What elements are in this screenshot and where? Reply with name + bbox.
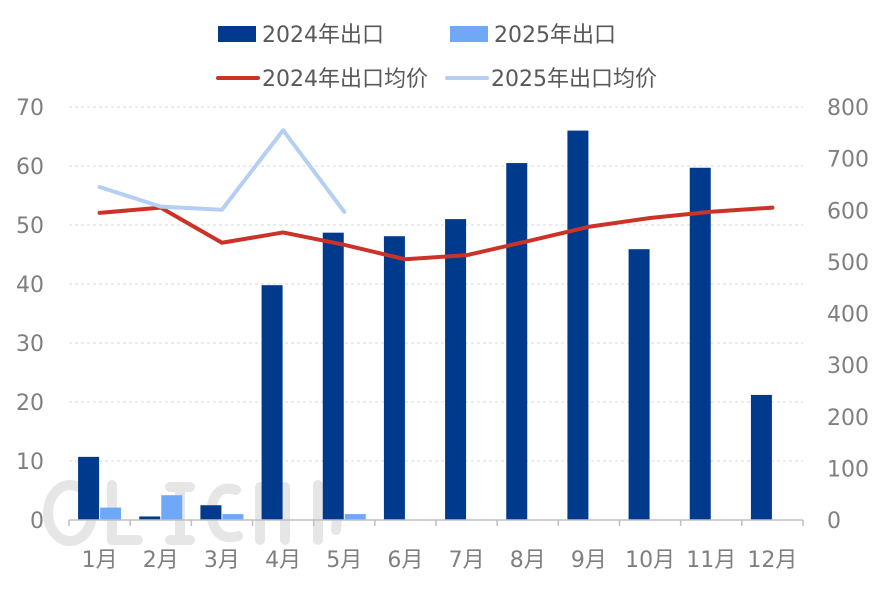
y-left-tick-label: 30	[16, 332, 44, 357]
legend-label: 2024年出口均价	[262, 67, 428, 92]
legend-label: 2025年出口	[494, 23, 616, 48]
y-left-tick-label: 50	[16, 214, 44, 239]
legend-swatch	[218, 26, 256, 42]
y-right-tick-label: 200	[827, 406, 869, 431]
bar-2025	[344, 514, 366, 520]
y-left-tick-label: 70	[16, 96, 44, 121]
x-tick-label: 1月	[82, 548, 118, 573]
x-tick-label: 8月	[510, 548, 546, 573]
line-2025-avg-price	[97, 128, 347, 214]
y-right-tick-label: 600	[827, 199, 869, 224]
axes: 0102030405060700100200300400500600700800…	[16, 96, 869, 573]
legend-label: 2024年出口	[262, 23, 384, 48]
bar-2024	[322, 232, 344, 521]
x-tick-label: 2月	[143, 548, 179, 573]
bar-2024	[689, 167, 711, 520]
legend: 2024年出口 2025年出口 2024年出口均价 2025年出口均价	[216, 23, 657, 92]
legend-swatch	[450, 26, 488, 42]
bar-2024	[750, 394, 772, 520]
bar-2024	[261, 285, 283, 520]
x-tick-label: 10月	[625, 548, 675, 573]
x-tick-label: 7月	[449, 548, 485, 573]
y-right-tick-label: 800	[827, 96, 869, 121]
x-tick-label: 12月	[747, 548, 797, 573]
y-right-tick-label: 400	[827, 303, 869, 328]
x-tick-label: 3月	[204, 548, 240, 573]
y-right-tick-label: 0	[827, 509, 841, 534]
y-right-tick-label: 500	[827, 251, 869, 276]
y-right-tick-label: 700	[827, 148, 869, 173]
bar-2024	[383, 236, 405, 520]
bar-2024	[506, 163, 528, 521]
bar-2024	[628, 249, 650, 520]
y-left-tick-label: 60	[16, 155, 44, 180]
y-left-tick-label: 0	[30, 509, 44, 534]
line-2024-avg-price	[97, 205, 775, 262]
bar-2024	[78, 456, 100, 520]
bar-2025	[161, 495, 183, 520]
gridlines	[69, 106, 803, 462]
x-tick-label: 9月	[571, 548, 607, 573]
bar-2024	[567, 130, 589, 520]
y-left-tick-label: 10	[16, 450, 44, 475]
bar-2025	[222, 514, 244, 520]
bar-2024	[200, 505, 222, 520]
legend-label: 2025年出口均价	[491, 67, 657, 92]
x-tick-label: 6月	[387, 548, 423, 573]
x-tick-label: 5月	[326, 548, 362, 573]
bars	[78, 130, 772, 521]
y-right-tick-label: 300	[827, 354, 869, 379]
y-right-tick-label: 100	[827, 457, 869, 482]
y-left-tick-label: 20	[16, 391, 44, 416]
bar-2024	[445, 219, 467, 520]
bar-2025	[100, 507, 122, 520]
x-tick-label: 11月	[686, 548, 736, 573]
y-left-tick-label: 40	[16, 273, 44, 298]
lines	[97, 128, 775, 262]
bar-2024	[139, 516, 161, 520]
x-tick-label: 4月	[265, 548, 301, 573]
